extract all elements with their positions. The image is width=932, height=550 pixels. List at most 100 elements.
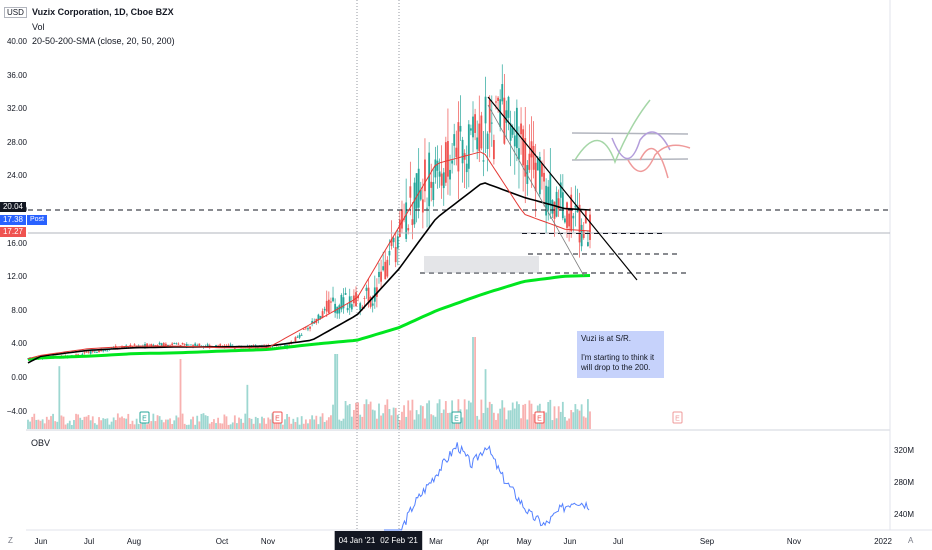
volume-bar: [382, 413, 385, 429]
volume-bar: [384, 404, 387, 429]
candle: [307, 325, 309, 332]
volume-bar: [564, 416, 566, 429]
candle: [133, 343, 136, 347]
volume-bar: [436, 403, 439, 429]
candle: [522, 125, 525, 192]
candle: [296, 335, 299, 339]
symbol-title[interactable]: Vuzix Corporation, 1D, Cboe BZX: [32, 7, 174, 17]
volume-bar: [319, 416, 322, 429]
volume-bar: [281, 424, 284, 429]
volume-bar: [206, 416, 209, 429]
volume-bar: [566, 420, 568, 429]
volume-bar: [311, 415, 314, 429]
sma-indicator-label[interactable]: 20-50-200-SMA (close, 20, 50, 200): [32, 36, 175, 46]
volume-bar: [190, 419, 192, 429]
time-label: Oct: [215, 537, 229, 546]
volume-bar: [104, 418, 107, 429]
volume-bar: [584, 417, 587, 429]
post-market-tag: Post: [27, 215, 47, 225]
svg-text:E: E: [675, 416, 680, 423]
volume-bar: [259, 423, 261, 429]
volume-bar: [392, 407, 395, 429]
earnings-markers: E E E E E: [139, 411, 683, 424]
volume-bar: [248, 418, 251, 429]
volume-bar: [369, 401, 372, 429]
volume-bar: [492, 412, 495, 429]
volume-bars: [27, 337, 591, 429]
candle: [340, 293, 343, 313]
volume-bar: [250, 418, 253, 429]
volume-bar: [413, 419, 416, 429]
trendline-black: [487, 96, 638, 281]
volume-bar: [286, 414, 288, 429]
time-label: Apr: [476, 537, 490, 546]
volume-bar: [524, 403, 527, 429]
candle: [409, 161, 412, 216]
selected-date-2[interactable]: 02 Feb '21: [376, 531, 422, 550]
volume-bar: [403, 405, 405, 429]
volume-bar: [223, 414, 226, 429]
volume-bar: [515, 401, 518, 429]
svg-text:E: E: [454, 416, 459, 423]
volume-bar: [121, 416, 123, 429]
time-label: 2022: [874, 537, 892, 546]
candles: [27, 64, 591, 360]
volume-bar: [411, 399, 414, 429]
volume-bar: [271, 413, 274, 429]
selected-date-1[interactable]: 04 Jan '21: [334, 531, 380, 550]
earnings-marker: E: [451, 411, 462, 424]
candle: [158, 341, 161, 346]
auto-scale-button[interactable]: A: [908, 536, 914, 545]
volume-bar: [169, 418, 171, 429]
volume-bar: [505, 419, 508, 429]
candle: [526, 160, 529, 196]
volume-bar: [181, 413, 184, 429]
volume-bar: [532, 414, 535, 429]
candle: [164, 342, 167, 346]
candle: [373, 275, 376, 309]
volume-bar: [449, 412, 451, 429]
candle: [413, 177, 416, 228]
volume-bar: [200, 413, 203, 429]
volume-bar: [83, 416, 86, 429]
candle: [325, 290, 328, 317]
vol-indicator-label[interactable]: Vol: [32, 22, 45, 32]
volume-bar: [309, 419, 311, 429]
candle: [353, 289, 355, 308]
volume-bar: [359, 414, 362, 429]
volume-bar: [513, 408, 516, 429]
candle: [480, 111, 483, 151]
volume-bar: [73, 420, 75, 429]
time-label: Nov: [260, 537, 276, 546]
candle: [346, 303, 349, 313]
volume-bar: [173, 420, 176, 429]
volume-bar: [56, 421, 59, 429]
candle: [570, 187, 573, 238]
volume-bar: [576, 409, 579, 429]
zoom-icon[interactable]: Z: [8, 536, 13, 545]
candle: [309, 325, 311, 332]
volume-bar: [296, 417, 299, 429]
volume-bar: [346, 405, 349, 429]
volume-bar: [497, 413, 499, 429]
volume-bar: [52, 413, 54, 429]
volume-bar: [39, 420, 42, 429]
time-label: Jun: [34, 537, 48, 546]
candle: [330, 297, 332, 312]
candle: [181, 342, 184, 345]
volume-bar: [480, 399, 483, 429]
candle: [449, 154, 451, 196]
volume-bar: [79, 417, 82, 429]
volume-bar: [225, 416, 228, 429]
volume-bar: [545, 412, 548, 429]
price-axis-label: 16.00: [6, 238, 27, 248]
time-label: Jun: [563, 537, 577, 546]
volume-bar: [424, 418, 426, 429]
candle: [524, 106, 527, 204]
volume-bar: [45, 416, 48, 429]
candle: [518, 126, 520, 189]
obv-indicator-label[interactable]: OBV: [31, 438, 51, 448]
annotation-note[interactable]: Vuzi is at S/R. I'm starting to think it…: [577, 331, 664, 378]
volume-bar: [432, 415, 435, 429]
